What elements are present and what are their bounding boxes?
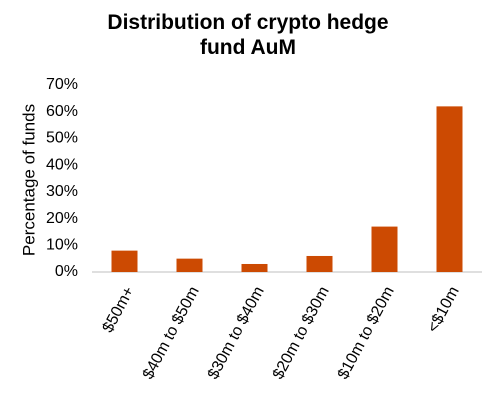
y-tick-label: 30% xyxy=(46,183,78,200)
y-tick-label: 60% xyxy=(46,103,78,120)
y-tick-label: 40% xyxy=(46,156,78,173)
bar xyxy=(241,263,268,272)
y-tick-label: 50% xyxy=(46,130,78,147)
x-tick-label: $30m to $40m xyxy=(205,284,268,382)
bar xyxy=(371,226,398,272)
x-tick-label: $40m to $50m xyxy=(140,284,203,382)
x-tick-label: $10m to $20m xyxy=(335,284,398,382)
y-tick-label: 20% xyxy=(46,210,78,227)
bar xyxy=(306,255,333,272)
x-tick-label: <$10m xyxy=(425,284,463,336)
y-tick-label: 10% xyxy=(46,237,78,254)
x-tick-label: $50m+ xyxy=(100,284,138,336)
bar xyxy=(111,250,138,272)
bar xyxy=(436,106,463,272)
x-tick-label: $20m to $30m xyxy=(270,284,333,382)
bar xyxy=(176,258,203,272)
y-tick-label: 0% xyxy=(55,263,78,280)
y-tick-label: 70% xyxy=(46,76,78,93)
y-axis-label: Percentage of funds xyxy=(19,104,38,256)
chart-title: Distribution of crypto hedge fund AuM xyxy=(107,11,389,59)
